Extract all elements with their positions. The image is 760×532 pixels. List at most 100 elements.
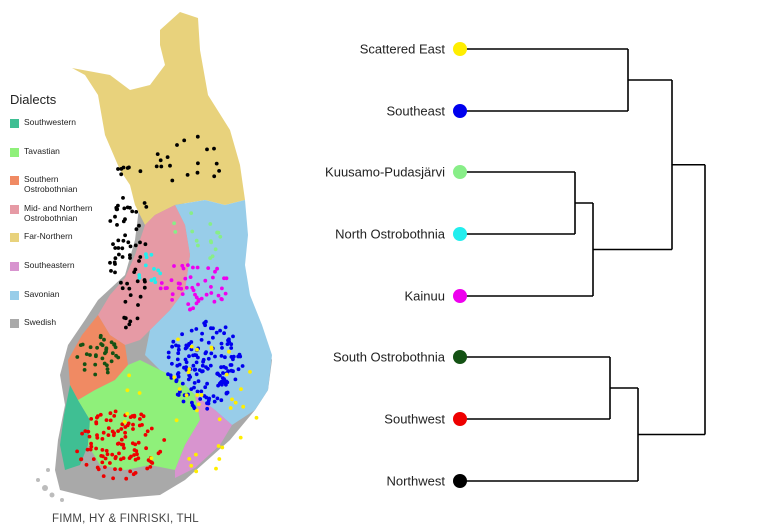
sample-dot xyxy=(142,285,147,290)
sample-dot xyxy=(231,369,235,374)
sample-dot xyxy=(135,452,139,457)
sample-dot xyxy=(194,469,199,474)
sample-dot xyxy=(209,291,214,295)
sample-dot xyxy=(142,201,147,205)
dendrogram-panel: Scattered East Southeast Kuusamo-Pudasjärv… xyxy=(300,0,760,532)
sample-dot xyxy=(141,414,146,419)
sample-dot xyxy=(200,363,205,368)
sample-dot xyxy=(196,243,200,248)
sample-dot xyxy=(137,223,141,228)
sample-dot xyxy=(85,447,90,452)
sample-dot xyxy=(143,263,148,268)
sample-dot xyxy=(209,285,213,289)
sample-dot xyxy=(195,134,200,139)
sample-dot xyxy=(126,240,131,245)
sample-dot xyxy=(123,233,127,238)
legend-item-southeastern: Southeastern xyxy=(8,260,113,289)
sample-dot xyxy=(114,205,119,210)
sample-dot xyxy=(113,456,118,461)
sample-dot xyxy=(190,400,194,405)
sample-dot xyxy=(196,282,200,287)
sample-dot xyxy=(206,266,211,270)
sample-dot xyxy=(132,453,137,457)
sample-dot xyxy=(196,299,201,303)
sample-dot xyxy=(217,169,222,173)
sample-dot xyxy=(204,292,209,297)
sample-dot xyxy=(113,262,117,266)
sample-dot xyxy=(152,267,156,271)
sample-dot xyxy=(119,280,123,285)
sample-dot xyxy=(203,278,208,283)
sample-dot xyxy=(113,214,117,219)
sample-dot xyxy=(133,457,138,462)
sample-dot xyxy=(191,363,196,368)
sample-dot xyxy=(188,275,193,279)
sample-dot xyxy=(173,230,178,234)
sample-dot xyxy=(159,281,164,285)
sample-dot xyxy=(181,399,186,404)
sample-dot xyxy=(219,341,224,346)
sample-dot xyxy=(122,446,126,450)
sample-dot xyxy=(224,276,229,281)
sample-dot xyxy=(205,381,210,386)
sample-dot xyxy=(112,414,117,418)
sample-dot xyxy=(196,355,200,360)
sample-dot xyxy=(182,138,187,143)
sample-dot xyxy=(208,222,213,226)
sample-dot xyxy=(229,346,234,350)
sample-dot xyxy=(220,297,224,302)
sample-dot xyxy=(149,278,154,283)
sample-dot xyxy=(196,402,201,407)
sample-dot xyxy=(170,178,175,183)
sample-dot xyxy=(136,440,141,445)
sample-dot xyxy=(239,387,243,391)
sample-dot xyxy=(219,365,224,370)
map-credit: FIMM, HY & FINRISKI, THL xyxy=(52,513,199,525)
sample-dot xyxy=(138,294,143,299)
sample-dot xyxy=(156,268,161,273)
sample-dot xyxy=(176,347,181,352)
sample-dot xyxy=(187,457,192,461)
sample-dots xyxy=(75,134,259,481)
sample-dot xyxy=(233,377,238,382)
legend-swatch xyxy=(10,233,19,243)
sample-dot xyxy=(206,356,211,361)
sample-dot xyxy=(201,357,206,362)
sample-dot xyxy=(162,438,167,442)
sample-dot xyxy=(219,398,224,403)
sample-dot xyxy=(170,361,174,366)
sample-dot xyxy=(180,292,185,296)
sample-dot xyxy=(189,347,194,352)
sample-dot xyxy=(95,345,99,350)
sample-dot xyxy=(190,285,195,290)
sample-dot xyxy=(131,427,135,431)
leaf-label: Southeast xyxy=(386,104,445,119)
sample-dot xyxy=(176,374,181,379)
sample-dot xyxy=(138,169,143,174)
sample-dot xyxy=(194,452,198,457)
sample-dot xyxy=(99,454,104,458)
sample-dot xyxy=(195,265,200,270)
sample-dot xyxy=(214,161,219,166)
sample-dot xyxy=(121,196,125,200)
sample-dot xyxy=(174,379,179,384)
leaf-label: South Ostrobothnia xyxy=(333,350,446,365)
sample-dot xyxy=(111,476,115,481)
sample-dot xyxy=(240,364,245,368)
sample-dot xyxy=(222,331,227,336)
sample-dot xyxy=(153,280,158,285)
sample-dot xyxy=(108,411,113,416)
sample-dot xyxy=(254,415,259,420)
leaf-marker xyxy=(453,412,467,426)
sample-dot xyxy=(91,457,96,461)
sample-dot xyxy=(82,362,87,367)
sample-dot xyxy=(83,429,88,433)
legend-label: Southeastern xyxy=(24,259,75,270)
legend-item-far-northern: Far-Northern xyxy=(8,231,113,260)
sample-dot xyxy=(98,412,103,417)
sample-dot xyxy=(135,316,140,321)
finland-map xyxy=(36,12,272,502)
sample-dot xyxy=(194,360,199,365)
legend-item-swedish: Swedish xyxy=(8,317,113,346)
sample-dot xyxy=(199,338,204,342)
